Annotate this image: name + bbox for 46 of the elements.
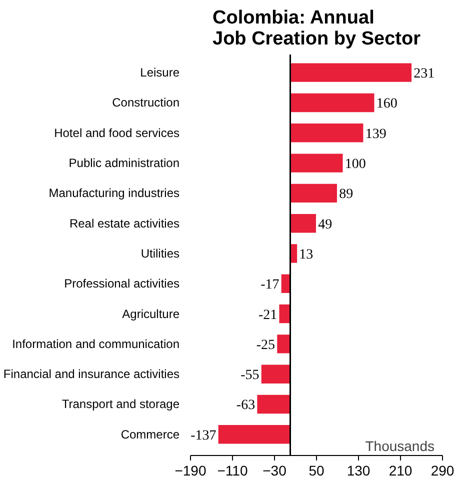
y-tick-label: Transport and storage xyxy=(62,397,180,412)
bar xyxy=(290,93,374,112)
bar xyxy=(290,184,337,203)
y-tick-label: Information and communication xyxy=(12,336,180,351)
data-label: 160 xyxy=(376,96,398,112)
bar xyxy=(290,214,316,233)
x-tick-label: 50 xyxy=(308,462,324,478)
data-label: 49 xyxy=(318,217,332,232)
bar xyxy=(290,154,343,172)
y-tick-label: Utilities xyxy=(140,246,180,260)
x-tick-label: 210 xyxy=(388,462,412,478)
data-label: -21 xyxy=(258,308,278,323)
y-tick-label: Agriculture xyxy=(122,306,180,321)
y-tick-label: Professional activities xyxy=(64,276,180,291)
y-tick-label: Real estate activities xyxy=(69,216,180,230)
chart-title: Colombia: Annual Job Creation by Sector xyxy=(212,8,422,50)
data-label: -137 xyxy=(190,428,216,444)
x-tick-label: 130 xyxy=(346,462,370,478)
x-tick-label: −110 xyxy=(217,462,248,478)
data-label: 139 xyxy=(365,126,386,142)
x-axis-title: Thousands xyxy=(365,438,435,454)
data-label: 231 xyxy=(414,66,435,82)
x-tick-label: 290 xyxy=(430,462,454,478)
bar xyxy=(257,394,290,414)
y-tick-label: Public administration xyxy=(68,156,180,170)
y-tick-label: Construction xyxy=(112,96,180,110)
data-label: 100 xyxy=(344,157,366,172)
y-tick-label: Commerce xyxy=(120,427,180,442)
bar xyxy=(218,425,290,444)
data-label: -25 xyxy=(256,338,276,353)
x-tick-label: −30 xyxy=(262,462,287,478)
y-tick-label: Leisure xyxy=(140,66,180,80)
data-label: -55 xyxy=(240,368,260,384)
bar xyxy=(290,124,364,142)
y-tick-label: Hotel and food services xyxy=(54,126,180,140)
y-tick-label: Manufacturing industries xyxy=(48,186,180,200)
data-label: 89 xyxy=(339,187,354,202)
data-label: 13 xyxy=(299,247,314,262)
x-tick-label: −190 xyxy=(174,462,206,478)
data-label: -63 xyxy=(236,398,256,414)
y-tick-label: Financial and insurance activities xyxy=(3,367,180,382)
bar xyxy=(290,63,412,82)
bar xyxy=(279,304,290,324)
bar xyxy=(261,364,290,384)
bar xyxy=(277,334,290,354)
data-label: -17 xyxy=(260,278,280,293)
